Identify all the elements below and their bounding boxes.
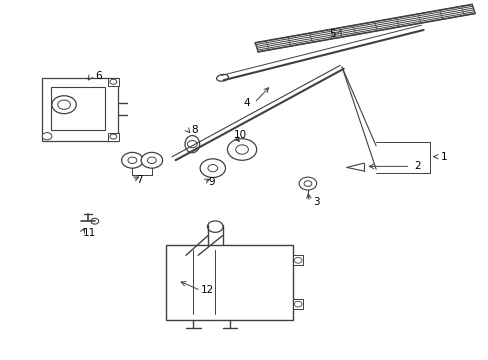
Bar: [42, 78, 118, 140]
Circle shape: [187, 140, 197, 148]
Circle shape: [141, 152, 162, 168]
Text: 3: 3: [313, 197, 319, 207]
Circle shape: [294, 301, 302, 307]
Circle shape: [52, 96, 76, 114]
Circle shape: [42, 133, 52, 140]
Circle shape: [207, 165, 217, 172]
Text: 1: 1: [440, 152, 447, 162]
Circle shape: [91, 219, 99, 224]
Bar: [293, 255, 303, 265]
Bar: [108, 133, 119, 140]
Text: 7: 7: [136, 175, 142, 185]
Ellipse shape: [216, 75, 228, 81]
Circle shape: [304, 181, 311, 186]
Circle shape: [147, 157, 156, 163]
Circle shape: [122, 152, 143, 168]
Circle shape: [207, 221, 223, 232]
Text: 12: 12: [201, 285, 214, 296]
Circle shape: [110, 134, 117, 139]
Circle shape: [294, 257, 302, 263]
Circle shape: [58, 100, 70, 109]
Bar: [293, 299, 303, 309]
Circle shape: [110, 79, 117, 84]
Text: 8: 8: [191, 125, 198, 135]
Text: 10: 10: [234, 130, 246, 140]
Circle shape: [235, 145, 248, 154]
Text: 5: 5: [328, 29, 335, 39]
Text: 2: 2: [413, 161, 420, 171]
Text: 11: 11: [82, 228, 96, 238]
Ellipse shape: [184, 135, 199, 153]
Bar: [51, 87, 104, 130]
Text: 4: 4: [243, 98, 250, 108]
Circle shape: [200, 159, 225, 177]
Text: 9: 9: [207, 177, 214, 187]
Circle shape: [299, 177, 316, 190]
Circle shape: [227, 139, 256, 160]
Text: 6: 6: [95, 71, 102, 81]
Circle shape: [128, 157, 137, 163]
Bar: [166, 244, 293, 320]
Bar: [108, 78, 119, 86]
